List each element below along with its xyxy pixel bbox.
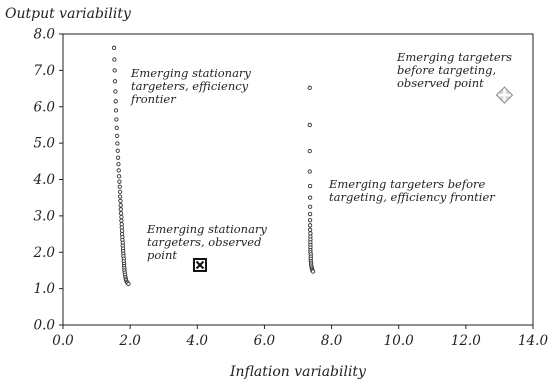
data-point [307, 183, 313, 189]
x-tick-label: 4.0 [186, 333, 209, 349]
data-point [115, 148, 120, 153]
observed-points [192, 86, 514, 272]
annotation-line: Emerging stationary [130, 66, 251, 80]
data-point [114, 133, 120, 139]
data-point [307, 204, 313, 209]
annotation: Emerging stationary targeters, observed po… [146, 222, 267, 262]
x-tick-label: 6.0 [254, 333, 276, 349]
data-point [114, 125, 119, 130]
data-point [118, 198, 123, 204]
data-point [307, 211, 313, 217]
annotation-line: Emerging targeters before [328, 177, 486, 191]
data-point [307, 85, 312, 90]
y-tick-label: 3.0 [34, 208, 56, 224]
data-point [113, 108, 119, 113]
data-point [307, 122, 312, 128]
y-axis: 0.0 1.0 2.0 3.0 4.0 5.0 6.0 7.0 8.0 [33, 27, 63, 334]
series-0 [111, 45, 131, 287]
data-point [307, 169, 312, 174]
data-point [118, 203, 123, 208]
y-axis-title: Output variability [5, 6, 132, 22]
x-tick-label: 14.0 [518, 333, 548, 349]
data-point [115, 141, 120, 146]
data-point [112, 57, 117, 62]
y-tick-label: 4.0 [33, 172, 56, 188]
series-1 [307, 85, 316, 274]
data-point [114, 117, 119, 122]
data-point [307, 195, 313, 200]
data-point [111, 45, 117, 50]
data-point [117, 189, 123, 195]
data-point [116, 174, 122, 179]
annotation: Emerging stationary targeters, efficiency… [130, 66, 251, 106]
data-point [126, 281, 131, 287]
data-point [115, 155, 121, 160]
data-point [307, 218, 313, 223]
y-tick-label: 7.0 [34, 63, 56, 79]
data-point [113, 89, 118, 94]
x-tick-label: 2.0 [118, 333, 141, 349]
annotation-line: targeters, observed [147, 235, 261, 249]
annotation-line: frontier [130, 92, 177, 106]
annotation-line: Emerging stationary [146, 222, 267, 236]
data-point [119, 218, 124, 223]
series-layer [111, 45, 316, 287]
data-point [113, 99, 118, 104]
x-tick-label: 8.0 [321, 333, 343, 349]
data-point [118, 211, 124, 216]
annotation-line: targeting, efficiency frontier [329, 190, 496, 204]
data-point [119, 214, 124, 220]
observed-point-boxed-x [192, 257, 207, 272]
y-tick-label: 0.0 [34, 318, 56, 334]
annotation-line: Emerging targeters [396, 50, 512, 64]
annotation: Emerging targeters before targeting, obser… [396, 50, 512, 90]
annotation: Emerging targeters before targeting, effi… [328, 177, 496, 204]
annotations: Emerging stationary targeters, efficiency… [130, 50, 512, 262]
y-tick-label: 2.0 [33, 245, 56, 261]
data-point [117, 184, 122, 189]
data-point [307, 227, 313, 232]
data-point [118, 207, 123, 212]
x-tick-label: 0.0 [52, 333, 74, 349]
annotation-line: targeters, efficiency [131, 79, 249, 93]
data-point [310, 269, 316, 274]
data-point [117, 179, 122, 184]
data-point [112, 68, 117, 73]
x-axis-title: Inflation variability [229, 364, 367, 380]
observed-point-cross-diamond [495, 86, 514, 104]
annotation-line: point [147, 248, 177, 262]
annotation-line: observed point [397, 76, 484, 90]
data-point [116, 162, 121, 167]
data-point [116, 168, 121, 173]
y-tick-label: 8.0 [34, 27, 56, 43]
data-point [307, 148, 312, 154]
annotation-line: before targeting, [397, 63, 496, 77]
y-tick-label: 5.0 [34, 136, 56, 152]
data-point [112, 79, 118, 84]
data-point [307, 223, 313, 228]
data-point [117, 194, 123, 199]
x-axis: 0.0 2.0 4.0 6.0 8.0 10.0 12.0 14.0 [52, 325, 548, 349]
y-tick-label: 1.0 [34, 281, 56, 297]
y-tick-label: 6.0 [34, 99, 56, 115]
x-tick-label: 10.0 [384, 333, 414, 349]
x-tick-label: 12.0 [451, 333, 481, 349]
